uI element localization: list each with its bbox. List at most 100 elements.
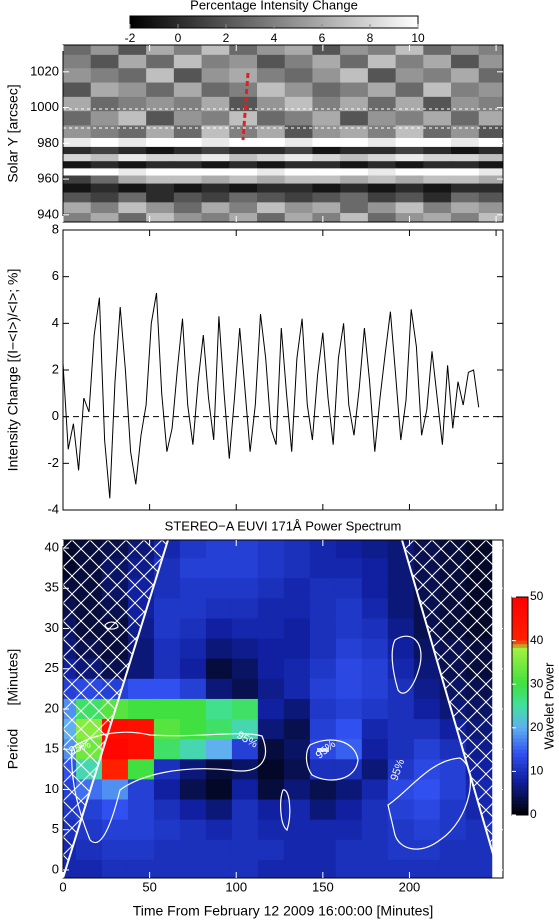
y-tick-label: -4 [47, 501, 59, 516]
cell [451, 168, 480, 177]
cell [118, 68, 147, 84]
cell [367, 111, 397, 126]
cell [312, 183, 341, 193]
cell [423, 154, 452, 162]
cell [179, 759, 207, 780]
cell [90, 54, 119, 69]
colorbar-segment [512, 724, 528, 729]
cell [201, 213, 230, 222]
colorbar-segment [512, 720, 528, 725]
cell [101, 759, 129, 780]
cell [205, 558, 233, 579]
cell [312, 125, 341, 139]
cell [173, 82, 203, 98]
cell [312, 146, 341, 155]
cell [229, 96, 258, 112]
cell [413, 799, 441, 821]
y-tick-label: 4 [52, 315, 59, 330]
cell [153, 719, 181, 740]
cell [231, 578, 259, 599]
colorbar-segment [512, 753, 528, 758]
cell [257, 45, 286, 56]
cell [231, 739, 259, 760]
series-line [62, 292, 480, 499]
cell [205, 839, 233, 861]
cell [90, 192, 119, 203]
cell [284, 137, 313, 148]
colorbar-segment [512, 807, 528, 812]
cell [395, 137, 424, 148]
cell [231, 638, 259, 660]
cell [201, 45, 230, 56]
cell [201, 192, 230, 203]
cell [229, 146, 258, 155]
colorbar-segment [512, 713, 528, 718]
cell [127, 698, 155, 720]
cell [367, 202, 397, 214]
cell [179, 719, 207, 740]
coi-edge [63, 540, 501, 878]
colorbar-segment [512, 607, 528, 613]
cell [153, 839, 181, 861]
cell [335, 698, 363, 720]
cell [335, 578, 363, 599]
cell [231, 678, 259, 700]
cell [229, 192, 258, 203]
cell [173, 154, 203, 162]
cell [478, 168, 503, 177]
cell [309, 698, 337, 720]
cell [231, 558, 259, 579]
y-tick-label: 40 [45, 539, 59, 554]
cell [101, 839, 129, 861]
cell [395, 202, 424, 214]
colorbar-segment [512, 727, 528, 732]
cell [90, 82, 119, 98]
cell [361, 859, 389, 878]
cell [423, 82, 452, 98]
cell [201, 125, 230, 139]
cell [423, 68, 452, 84]
cell [101, 779, 129, 801]
cell [423, 111, 452, 126]
cell [451, 183, 480, 193]
colorbar-segment [512, 782, 528, 787]
cell [146, 54, 175, 69]
colorbar-segment [512, 698, 528, 703]
cell [451, 161, 480, 169]
cell [257, 96, 286, 112]
cell [340, 125, 369, 139]
cell [257, 779, 285, 801]
cell [229, 175, 258, 185]
cell [146, 125, 175, 139]
cell [257, 111, 286, 126]
colorbar-segment [512, 767, 528, 772]
colorbar-tick-label: 40 [530, 633, 544, 647]
cell [173, 183, 203, 193]
cell [90, 154, 119, 162]
cell [283, 759, 311, 780]
cell [229, 82, 258, 98]
colorbar-tick-label: 4 [271, 31, 278, 45]
cell [205, 638, 233, 660]
cell [257, 146, 286, 155]
cell [231, 698, 259, 720]
cell [229, 161, 258, 169]
cell [231, 819, 259, 841]
colorbar-segment [512, 640, 528, 645]
cell [335, 638, 363, 660]
cell [284, 175, 313, 185]
cell [257, 558, 285, 579]
cell [423, 146, 452, 155]
cell [146, 137, 175, 148]
cell [387, 779, 415, 801]
cell [367, 213, 397, 222]
cell [257, 54, 286, 69]
cell [173, 96, 203, 112]
cell [90, 213, 119, 222]
cell [118, 154, 147, 162]
cell [229, 54, 258, 69]
colorbar-segment [512, 604, 528, 609]
colorbar-tick-label: 8 [367, 31, 374, 45]
cell [361, 678, 389, 700]
colorbar-tick-label: 0 [175, 31, 182, 45]
